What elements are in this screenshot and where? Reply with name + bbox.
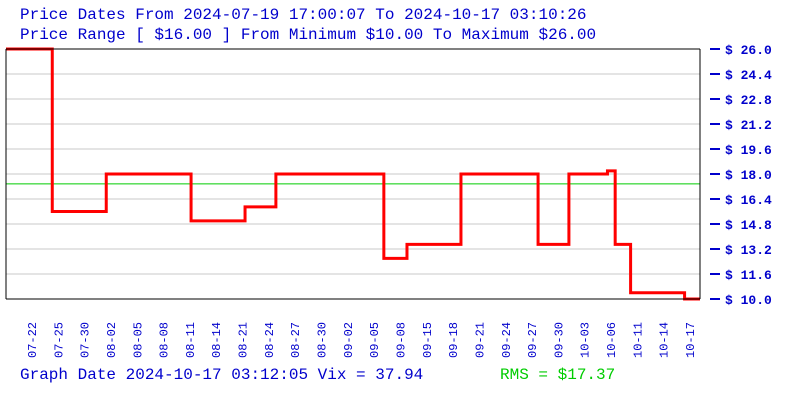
rms-label: RMS = $17.37 (500, 366, 616, 384)
x-tick-label: 09-05 (368, 322, 382, 358)
x-tick-label: 08-24 (263, 322, 277, 358)
x-tick-label: 09-18 (447, 322, 461, 358)
y-tick-label: $ 24.4 (725, 68, 772, 83)
price-series-line (6, 47, 700, 301)
header-date-range: Price Dates From 2024-07-19 17:00:07 To … (20, 6, 587, 24)
x-tick-label: 09-27 (526, 322, 540, 358)
x-tick-label: 08-11 (184, 322, 198, 358)
x-tick-label: 09-21 (473, 322, 487, 358)
x-tick-label: 08-08 (158, 322, 172, 358)
x-tick-label: 09-08 (394, 322, 408, 358)
header-price-range: Price Range [ $16.00 ] From Minimum $10.… (20, 26, 597, 44)
x-tick-label: 07-25 (52, 322, 66, 358)
y-tick-label: $ 18.0 (725, 168, 772, 183)
x-tick-label: 09-30 (552, 322, 566, 358)
x-tick-label: 07-22 (26, 322, 40, 358)
y-axis-ticks: $ 26.0 $ 24.4 $ 22.8 $ 21.2 $ 19.6 $ 18.0 $ 16… (710, 43, 772, 308)
price-series-group (6, 47, 700, 301)
x-tick-label: 10-17 (684, 322, 698, 358)
x-tick-label: 07-30 (79, 322, 93, 358)
x-tick-label: 09-15 (421, 322, 435, 358)
y-tick-label: $ 19.6 (725, 143, 772, 158)
x-tick-label: 10-06 (605, 322, 619, 358)
y-tick-label: $ 21.2 (725, 118, 772, 133)
x-tick-label: 08-14 (210, 322, 224, 358)
x-tick-label: 10-14 (658, 322, 672, 358)
y-tick-label: $ 26.0 (725, 43, 772, 58)
x-tick-label: 10-03 (579, 322, 593, 358)
x-tick-label: 10-11 (631, 322, 645, 358)
x-tick-label: 09-02 (342, 322, 356, 358)
y-tick-label: $ 10.0 (725, 293, 772, 308)
y-tick-label: $ 22.8 (725, 93, 772, 108)
x-tick-label: 08-27 (289, 322, 303, 358)
x-tick-label: 08-05 (131, 322, 145, 358)
axes (5, 48, 701, 300)
x-tick-label: 08-30 (316, 322, 330, 358)
y-tick-label: $ 11.6 (725, 268, 772, 283)
graph-date-vix: Graph Date 2024-10-17 03:12:05 Vix = 37.… (20, 366, 424, 384)
y-tick-label: $ 14.8 (725, 218, 772, 233)
x-tick-label: 08-21 (237, 322, 251, 358)
x-tick-label: 09-24 (500, 322, 514, 358)
y-tick-label: $ 13.2 (725, 243, 772, 258)
y-tick-label: $ 16.4 (725, 193, 772, 208)
x-tick-label: 08-02 (105, 322, 119, 358)
x-axis-ticks: 07-22 07-25 07-30 08-02 08-05 08-08 08-11 08-14… (26, 322, 698, 358)
